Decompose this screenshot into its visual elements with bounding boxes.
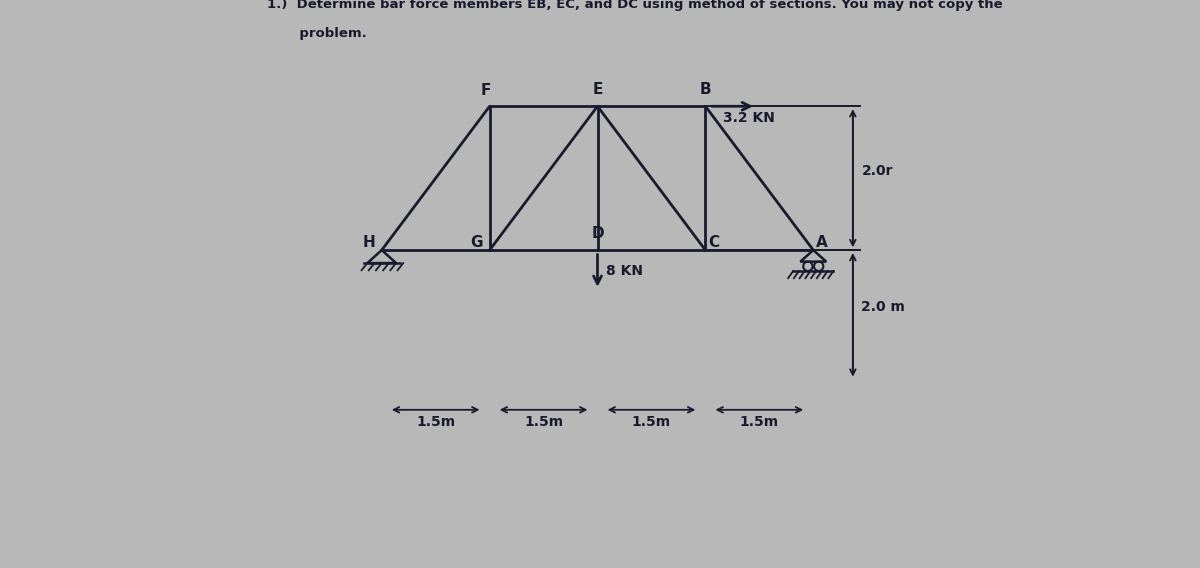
Text: E: E bbox=[593, 82, 602, 97]
Text: 1.5m: 1.5m bbox=[524, 415, 563, 429]
Text: H: H bbox=[362, 235, 376, 250]
Text: 2.0 m: 2.0 m bbox=[862, 300, 905, 314]
Text: D: D bbox=[592, 225, 604, 241]
Text: 1.5m: 1.5m bbox=[632, 415, 671, 429]
Text: 1.5m: 1.5m bbox=[416, 415, 455, 429]
Text: F: F bbox=[481, 82, 491, 98]
Text: B: B bbox=[700, 82, 712, 97]
Text: 3.2 KN: 3.2 KN bbox=[724, 111, 775, 125]
Text: G: G bbox=[470, 235, 482, 250]
Text: A: A bbox=[816, 235, 828, 250]
Text: problem.: problem. bbox=[266, 27, 366, 40]
Text: C: C bbox=[708, 235, 720, 250]
Text: 2.0r: 2.0r bbox=[862, 164, 893, 178]
Text: 8 KN: 8 KN bbox=[606, 264, 643, 278]
Text: 1.5m: 1.5m bbox=[739, 415, 779, 429]
Text: 1.)  Determine bar force members EB, EC, and DC using method of sections. You ma: 1.) Determine bar force members EB, EC, … bbox=[266, 0, 1002, 11]
